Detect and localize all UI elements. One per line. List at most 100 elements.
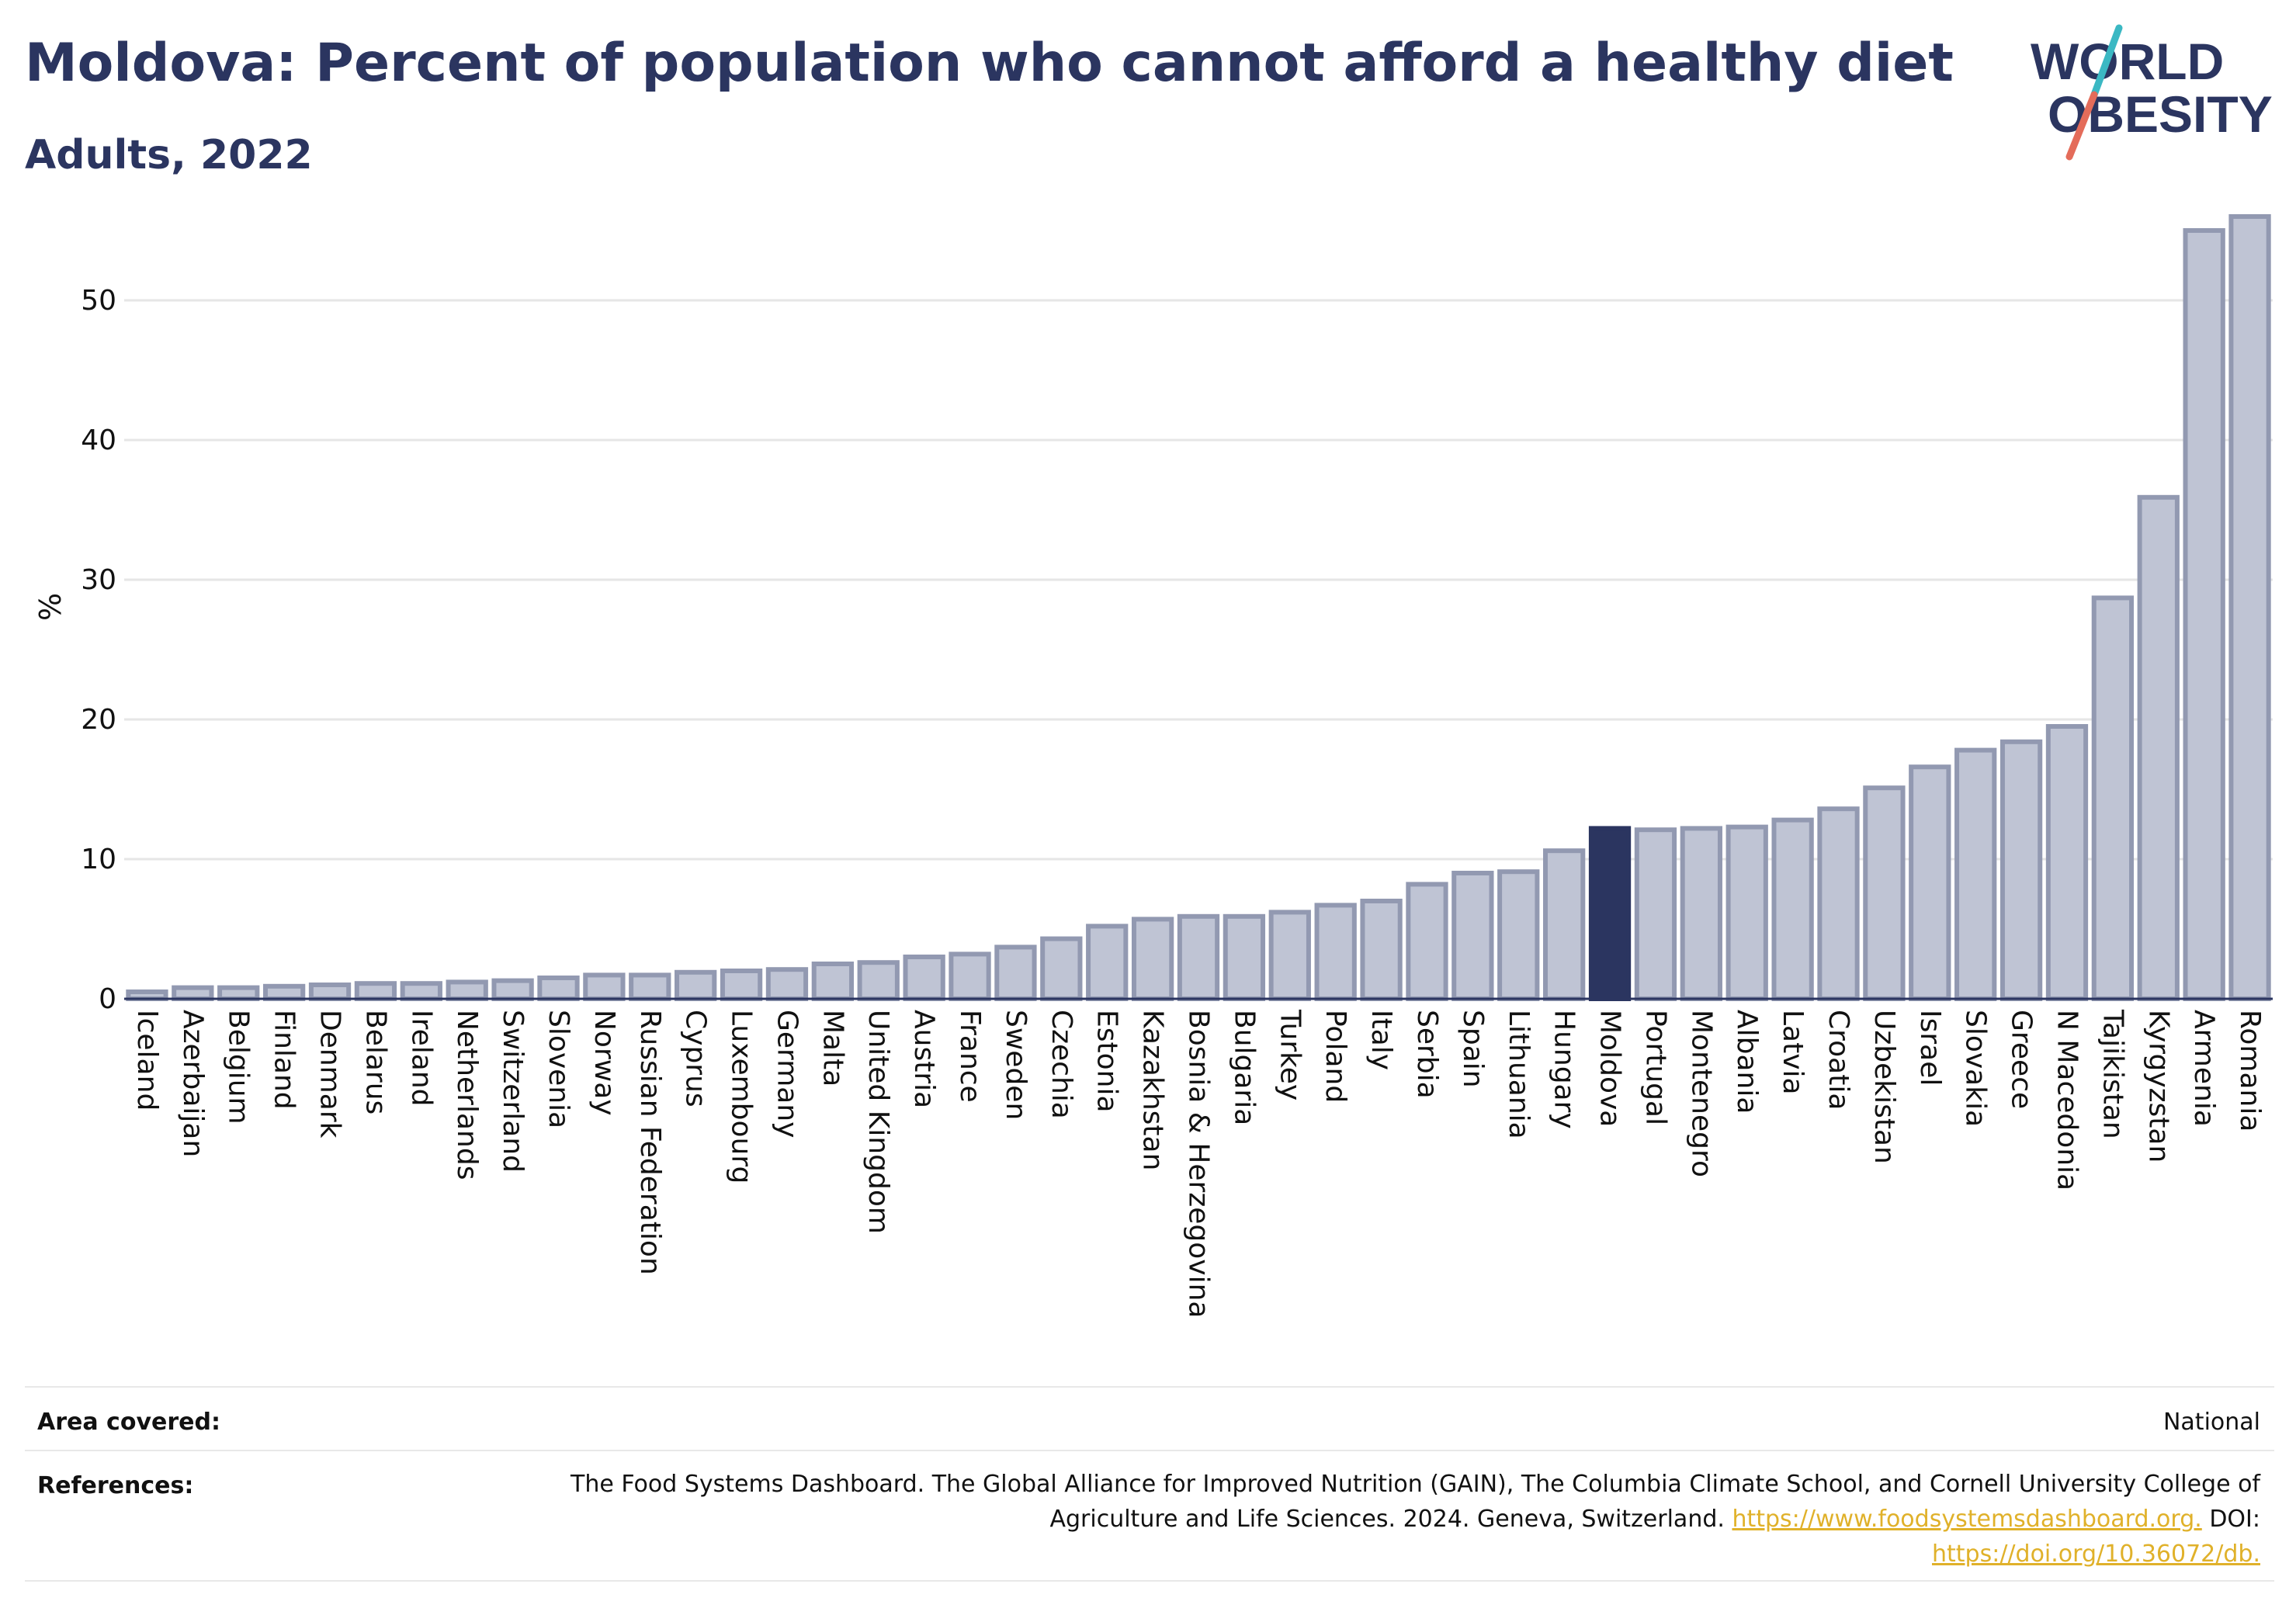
x-tick-label: Malta: [817, 1010, 848, 1087]
bar-lithuania: [1497, 869, 1540, 1001]
x-tick-label: Switzerland: [497, 1010, 529, 1173]
x-tick-label: France: [954, 1010, 986, 1103]
bar-slovenia: [537, 976, 580, 1001]
footer-divider-middle: [25, 1450, 2274, 1451]
bar-estonia: [1086, 924, 1129, 1002]
x-tick-label: Hungary: [1549, 1010, 1580, 1129]
x-tick-label: Denmark: [314, 1010, 346, 1139]
x-tick-label: Russian Federation: [634, 1010, 666, 1275]
bar-switzerland: [491, 978, 534, 1001]
x-tick-label: Montenegro: [1685, 1010, 1717, 1177]
doi-label: DOI:: [2209, 1506, 2260, 1533]
chart-subtitle: Adults, 2022: [25, 132, 313, 178]
bar-bosnia-herzegovina: [1177, 913, 1220, 1002]
x-axis-ticks: Iceland Azerbaijan Belgium Finland Denmark Be…: [131, 1009, 2266, 1318]
x-tick-label: Belarus: [359, 1010, 391, 1114]
x-tick-label: Serbia: [1411, 1010, 1443, 1099]
bar-austria: [903, 955, 945, 1001]
x-tick-label: Luxembourg: [726, 1010, 758, 1184]
bar-israel: [1909, 764, 1951, 1001]
x-tick-label: Croatia: [1823, 1010, 1854, 1110]
logo-slash-teal: [2090, 24, 2123, 99]
doi-link[interactable]: https://doi.org/10.36072/db.: [1932, 1541, 2260, 1568]
references-text: The Food Systems Dashboard. The Global A…: [475, 1467, 2260, 1572]
bar-montenegro: [1680, 826, 1722, 1002]
bar-belarus: [354, 981, 397, 1001]
bar-denmark: [308, 983, 352, 1001]
x-tick-label: Armenia: [2188, 1010, 2220, 1127]
bar-ireland: [400, 981, 442, 1001]
bar-serbia: [1406, 882, 1448, 1002]
x-tick-label: Portugal: [1639, 1010, 1671, 1125]
x-tick-label: Kazakhstan: [1137, 1010, 1169, 1170]
y-tick-label: 50: [81, 285, 116, 317]
x-tick-label: Bulgaria: [1228, 1010, 1260, 1125]
bar-poland: [1314, 903, 1357, 1002]
y-axis-ticks: 0 10 20 30 40 50: [81, 285, 116, 1015]
x-tick-label: Austria: [908, 1010, 940, 1108]
x-tick-label: N Macedonia: [2051, 1010, 2083, 1191]
x-tick-label: Poland: [1320, 1010, 1351, 1103]
bar-bulgaria: [1223, 913, 1266, 1002]
x-tick-label: Sweden: [1000, 1010, 1032, 1120]
x-tick-label: Greece: [2006, 1010, 2038, 1109]
x-tick-label: Finland: [269, 1010, 300, 1110]
bar-luxembourg: [720, 969, 763, 1001]
bar-italy: [1360, 899, 1403, 1001]
x-tick-label: Italy: [1365, 1010, 1397, 1070]
x-tick-label: Belgium: [223, 1010, 255, 1125]
bar-finland: [262, 983, 306, 1002]
footer-divider-top: [25, 1386, 2274, 1388]
bar-netherlands: [446, 979, 488, 1002]
y-axis-label: %: [33, 593, 68, 621]
y-tick-label: 40: [81, 425, 116, 456]
bar-azerbaijan: [172, 985, 214, 1001]
x-tick-label: Uzbekistan: [1868, 1010, 1900, 1164]
bar-portugal: [1634, 827, 1677, 1001]
references-body: The Food Systems Dashboard. The Global A…: [571, 1471, 2260, 1533]
x-tick-label: Norway: [588, 1010, 620, 1116]
x-tick-label: Czechia: [1046, 1010, 1077, 1119]
y-tick-label: 30: [81, 564, 116, 596]
bar-latvia: [1771, 817, 1814, 1001]
x-tick-label: Cyprus: [680, 1010, 712, 1107]
bar-hungary: [1543, 848, 1586, 1001]
bar-moldova: [1588, 826, 1632, 1002]
bar-united-kingdom: [857, 960, 900, 1001]
bar-belgium: [217, 985, 260, 1001]
x-tick-label: Spain: [1457, 1010, 1489, 1088]
x-tick-label: Estonia: [1091, 1010, 1123, 1113]
y-tick-label: 10: [81, 844, 116, 875]
x-tick-label: Slovenia: [543, 1010, 574, 1128]
x-tick-label: Slovakia: [1960, 1010, 1992, 1127]
bar-kazakhstan: [1131, 917, 1174, 1002]
bar-czechia: [1040, 936, 1083, 1001]
x-tick-label: Iceland: [131, 1010, 163, 1111]
logo-word-1: WORLD: [2031, 33, 2224, 90]
x-tick-label: Romania: [2234, 1010, 2266, 1132]
area-covered-value: National: [2162, 1409, 2260, 1436]
x-tick-label: Germany: [771, 1010, 803, 1138]
x-tick-label: Bosnia & Herzegovina: [1183, 1010, 1215, 1318]
references-link[interactable]: https://www.foodsystemsdashboard.org.: [1732, 1506, 2202, 1533]
bar-germany: [765, 967, 809, 1001]
x-tick-label: Netherlands: [451, 1010, 483, 1180]
bar-armenia: [2183, 228, 2225, 1001]
bar-romania: [2228, 214, 2271, 1001]
bar-sweden: [994, 944, 1037, 1002]
references-label: References:: [37, 1472, 194, 1499]
bar-albania: [1725, 824, 1768, 1001]
x-tick-label: Lithuania: [1503, 1010, 1535, 1139]
x-tick-label: Moldova: [1594, 1010, 1626, 1127]
x-tick-label: Tajikistan: [2097, 1009, 2128, 1139]
bar-cyprus: [675, 969, 717, 1002]
x-tick-label: Azerbaijan: [177, 1010, 209, 1157]
logo-slash-coral: [2065, 91, 2098, 161]
bar-russian-federation: [629, 972, 671, 1002]
x-tick-label: United Kingdom: [862, 1010, 894, 1234]
bar-tajikistan: [2091, 595, 2135, 1001]
bar-malta: [811, 962, 854, 1001]
bar-turkey: [1268, 910, 1311, 1002]
y-tick-label: 0: [99, 983, 116, 1015]
bar-greece: [1999, 739, 2043, 1001]
